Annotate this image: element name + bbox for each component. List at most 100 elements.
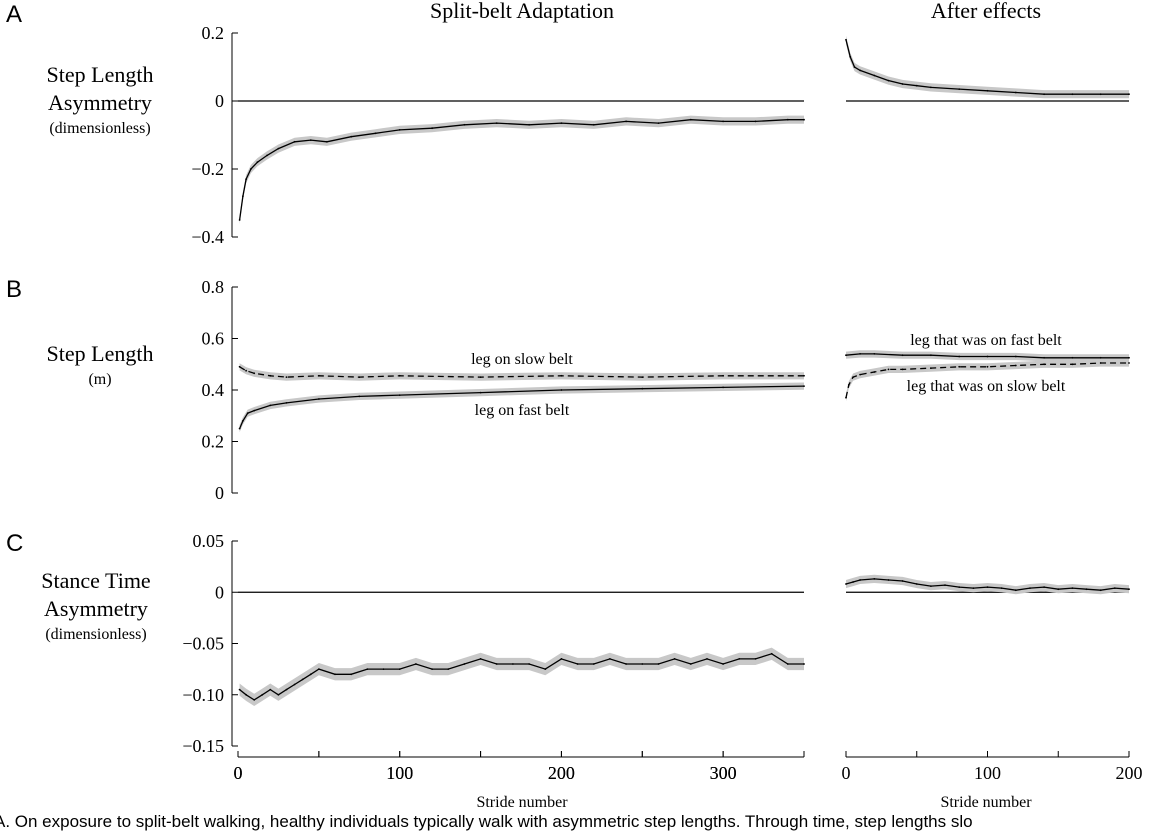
series-point xyxy=(350,135,353,138)
subplot-a-after-effects xyxy=(845,35,1130,102)
series-point xyxy=(915,84,918,87)
figure-caption: A. On exposure to split-belt walking, he… xyxy=(0,812,973,831)
series-point xyxy=(1128,362,1130,364)
series-point xyxy=(986,365,989,368)
x-tick-label: 0 xyxy=(234,763,243,783)
series-point xyxy=(495,663,498,665)
series-point xyxy=(415,663,417,665)
series-point xyxy=(495,122,498,124)
series-line xyxy=(238,119,804,221)
series-point xyxy=(261,693,264,696)
ylabel-c-line-1: Stance Time xyxy=(41,568,150,593)
series-point xyxy=(277,147,280,150)
series-point xyxy=(318,398,320,400)
series-point xyxy=(673,658,676,660)
y-tick-label: 0.05 xyxy=(193,531,225,551)
series-point xyxy=(447,668,450,670)
series-point xyxy=(245,178,248,181)
series-point xyxy=(463,663,466,665)
panel-letter-c: C xyxy=(6,530,23,557)
series-point xyxy=(930,367,932,369)
series-line xyxy=(845,39,1129,95)
series-point xyxy=(479,391,482,394)
x-tick-label: 0 xyxy=(234,763,243,783)
series-point xyxy=(253,699,256,701)
series-point xyxy=(479,658,482,660)
xlabel-right: Stride number xyxy=(940,794,1032,811)
series-point xyxy=(1029,587,1031,589)
subplot-b-after-effects xyxy=(845,350,1130,402)
series-point xyxy=(334,673,336,676)
series-point xyxy=(958,586,961,588)
series-point xyxy=(301,678,304,681)
series-point xyxy=(293,140,296,143)
series-point xyxy=(1014,91,1017,94)
series-point xyxy=(285,376,288,378)
series-point xyxy=(1099,362,1102,364)
x-tick-label: 0 xyxy=(842,763,851,783)
series-point xyxy=(1099,356,1102,359)
series-point xyxy=(873,371,876,373)
ylabel-c-line-2: Asymmetry xyxy=(44,596,148,621)
series-point xyxy=(887,79,890,82)
series-point xyxy=(1128,93,1130,96)
series-point xyxy=(1085,588,1088,591)
series-point xyxy=(246,412,249,415)
series-point xyxy=(1099,589,1102,592)
series-point xyxy=(722,374,724,377)
x-tick-label: 100 xyxy=(974,763,1001,783)
series-confidence-band xyxy=(846,359,1129,402)
ylabel-panel-a: Step Length Asymmetry (dimensionless) xyxy=(47,62,154,137)
series-point xyxy=(250,168,252,170)
series-point xyxy=(318,374,320,377)
series-point xyxy=(528,123,530,126)
series-point xyxy=(901,580,904,582)
series-point xyxy=(1057,588,1060,591)
series-point xyxy=(1128,356,1130,359)
series-point xyxy=(1099,93,1102,96)
series-confidence-band xyxy=(239,382,805,433)
series-point xyxy=(253,409,256,412)
series-point xyxy=(358,395,361,398)
ylabel-panel-b: Step Length (m) xyxy=(47,341,154,388)
series-confidence-band xyxy=(846,574,1129,595)
series-point xyxy=(277,693,280,696)
x-tick-label: 200 xyxy=(1116,763,1143,783)
y-tick-label: −0.05 xyxy=(182,634,224,654)
series-point xyxy=(1113,587,1116,589)
x-tick-label: 100 xyxy=(386,763,413,783)
series-label-slow-belt: leg on slow belt xyxy=(471,351,573,368)
ylabel-b-unit: (m) xyxy=(88,371,111,388)
series-point xyxy=(641,663,644,665)
series-point xyxy=(398,374,401,377)
series-point xyxy=(689,118,692,121)
y-tick-label: 0.2 xyxy=(202,23,225,43)
series-point xyxy=(398,129,401,131)
series-point xyxy=(986,89,989,92)
series-point xyxy=(722,120,724,123)
series-point xyxy=(256,161,259,164)
series-point xyxy=(901,368,904,371)
figure: Split-belt Adaptation After effects A B … xyxy=(6,0,1143,811)
series-point xyxy=(463,123,466,126)
series-point xyxy=(845,38,847,41)
xlabel-left: Stride number xyxy=(476,794,568,811)
series-point xyxy=(512,663,514,665)
series-point xyxy=(657,122,660,124)
series-point xyxy=(1043,93,1045,96)
series-point xyxy=(930,354,932,357)
series-point xyxy=(625,120,627,123)
series-point xyxy=(1043,356,1045,359)
series-point xyxy=(1071,356,1074,359)
series-point xyxy=(786,118,789,121)
y-tick-label: 0.4 xyxy=(202,380,225,400)
y-tick-label: 0.6 xyxy=(202,329,225,349)
series-point xyxy=(689,663,692,665)
series-point xyxy=(238,365,241,368)
column-title-after-effects: After effects xyxy=(931,0,1041,23)
series-point xyxy=(845,354,847,357)
series-point xyxy=(318,668,320,670)
series-point xyxy=(398,394,401,396)
series-point xyxy=(887,579,890,581)
series-point xyxy=(1014,589,1017,592)
